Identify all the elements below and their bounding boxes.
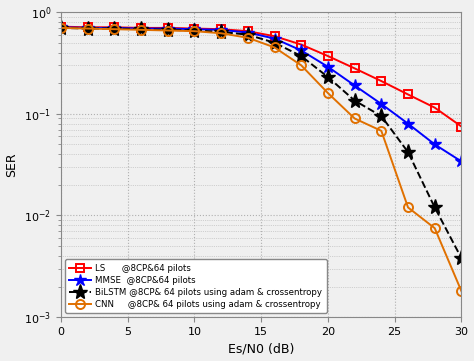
MMSE  @8CP&64 pilots — [352, 83, 357, 88]
CNN     @8CP& 64 pilots using adam & crossentropy — [459, 289, 465, 293]
CNN     @8CP& 64 pilots using adam & crossentropy — [111, 27, 117, 31]
MMSE  @8CP&64 pilots — [378, 102, 384, 106]
CNN     @8CP& 64 pilots using adam & crossentropy — [298, 63, 304, 68]
MMSE  @8CP&64 pilots — [272, 36, 277, 41]
CNN     @8CP& 64 pilots using adam & crossentropy — [245, 36, 251, 40]
MMSE  @8CP&64 pilots — [405, 122, 411, 126]
LS      @8CP&64 pilots — [432, 105, 438, 110]
LS      @8CP&64 pilots — [111, 25, 117, 30]
CNN     @8CP& 64 pilots using adam & crossentropy — [138, 28, 144, 32]
MMSE  @8CP&64 pilots — [138, 26, 144, 31]
LS      @8CP&64 pilots — [459, 124, 465, 129]
BiLSTM @8CP& 64 pilots using adam & crossentropy — [325, 75, 331, 79]
LS      @8CP&64 pilots — [298, 42, 304, 47]
BiLSTM @8CP& 64 pilots using adam & crossentropy — [245, 32, 251, 37]
LS      @8CP&64 pilots — [218, 27, 224, 31]
LS      @8CP&64 pilots — [165, 26, 171, 30]
CNN     @8CP& 64 pilots using adam & crossentropy — [325, 91, 331, 95]
MMSE  @8CP&64 pilots — [432, 142, 438, 147]
BiLSTM @8CP& 64 pilots using adam & crossentropy — [298, 54, 304, 58]
CNN     @8CP& 64 pilots using adam & crossentropy — [405, 205, 411, 210]
MMSE  @8CP&64 pilots — [165, 26, 171, 31]
MMSE  @8CP&64 pilots — [191, 27, 197, 31]
CNN     @8CP& 64 pilots using adam & crossentropy — [58, 26, 64, 30]
Line: CNN     @8CP& 64 pilots using adam & crossentropy: CNN @8CP& 64 pilots using adam & crossen… — [56, 23, 466, 296]
CNN     @8CP& 64 pilots using adam & crossentropy — [378, 129, 384, 133]
CNN     @8CP& 64 pilots using adam & crossentropy — [218, 31, 224, 35]
CNN     @8CP& 64 pilots using adam & crossentropy — [191, 29, 197, 33]
CNN     @8CP& 64 pilots using adam & crossentropy — [85, 26, 91, 31]
BiLSTM @8CP& 64 pilots using adam & crossentropy — [165, 28, 171, 32]
BiLSTM @8CP& 64 pilots using adam & crossentropy — [432, 205, 438, 210]
MMSE  @8CP&64 pilots — [218, 28, 224, 32]
LS      @8CP&64 pilots — [405, 92, 411, 97]
LS      @8CP&64 pilots — [138, 26, 144, 30]
LS      @8CP&64 pilots — [245, 29, 251, 33]
Line: MMSE  @8CP&64 pilots: MMSE @8CP&64 pilots — [55, 21, 468, 168]
BiLSTM @8CP& 64 pilots using adam & crossentropy — [405, 150, 411, 154]
LS      @8CP&64 pilots — [85, 25, 91, 30]
BiLSTM @8CP& 64 pilots using adam & crossentropy — [111, 26, 117, 31]
MMSE  @8CP&64 pilots — [298, 48, 304, 53]
CNN     @8CP& 64 pilots using adam & crossentropy — [352, 116, 357, 121]
MMSE  @8CP&64 pilots — [58, 25, 64, 30]
MMSE  @8CP&64 pilots — [85, 26, 91, 30]
MMSE  @8CP&64 pilots — [459, 159, 465, 164]
LS      @8CP&64 pilots — [378, 79, 384, 83]
LS      @8CP&64 pilots — [352, 66, 357, 70]
X-axis label: Es/N0 (dB): Es/N0 (dB) — [228, 343, 294, 356]
BiLSTM @8CP& 64 pilots using adam & crossentropy — [352, 99, 357, 103]
BiLSTM @8CP& 64 pilots using adam & crossentropy — [191, 28, 197, 32]
LS      @8CP&64 pilots — [58, 25, 64, 29]
LS      @8CP&64 pilots — [272, 34, 277, 38]
MMSE  @8CP&64 pilots — [111, 26, 117, 30]
BiLSTM @8CP& 64 pilots using adam & crossentropy — [378, 114, 384, 118]
CNN     @8CP& 64 pilots using adam & crossentropy — [165, 28, 171, 32]
MMSE  @8CP&64 pilots — [245, 30, 251, 35]
Y-axis label: SER: SER — [6, 152, 18, 177]
BiLSTM @8CP& 64 pilots using adam & crossentropy — [459, 256, 465, 260]
BiLSTM @8CP& 64 pilots using adam & crossentropy — [85, 26, 91, 31]
Legend: LS      @8CP&64 pilots, MMSE  @8CP&64 pilots, BiLSTM @8CP& 64 pilots using adam : LS @8CP&64 pilots, MMSE @8CP&64 pilots, … — [65, 259, 327, 313]
CNN     @8CP& 64 pilots using adam & crossentropy — [432, 226, 438, 230]
BiLSTM @8CP& 64 pilots using adam & crossentropy — [58, 26, 64, 30]
Line: BiLSTM @8CP& 64 pilots using adam & crossentropy: BiLSTM @8CP& 64 pilots using adam & cros… — [53, 20, 469, 266]
CNN     @8CP& 64 pilots using adam & crossentropy — [272, 45, 277, 49]
LS      @8CP&64 pilots — [191, 26, 197, 31]
BiLSTM @8CP& 64 pilots using adam & crossentropy — [218, 30, 224, 34]
LS      @8CP&64 pilots — [325, 54, 331, 58]
MMSE  @8CP&64 pilots — [325, 65, 331, 69]
BiLSTM @8CP& 64 pilots using adam & crossentropy — [272, 40, 277, 45]
Line: LS      @8CP&64 pilots: LS @8CP&64 pilots — [57, 23, 465, 130]
BiLSTM @8CP& 64 pilots using adam & crossentropy — [138, 27, 144, 31]
